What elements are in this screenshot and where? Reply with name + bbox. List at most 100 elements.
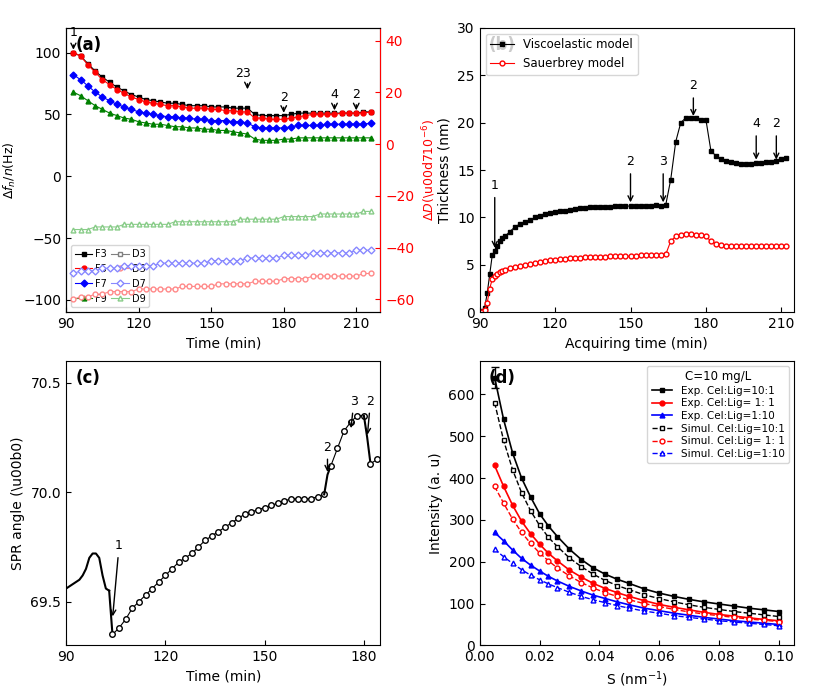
F5 (359, 109, 369, 117)
Simul. Cel:Lig=1:10 (589, 595, 599, 604)
Exp. Cel:Lig=10:1 (552, 532, 562, 541)
Exp. Cel:Lig=1:10 (774, 620, 784, 629)
Exp. Cel:Lig=1:10 (552, 577, 562, 585)
Simul. Cel:Lig=10:1 (600, 577, 610, 585)
Sauerbrey model (762, 242, 772, 250)
F9 (76, 92, 86, 100)
F3 (294, 109, 304, 117)
Simul. Cel:Lig=1:10 (699, 615, 709, 623)
F5 (250, 114, 260, 122)
F9 (177, 123, 187, 131)
F7 (177, 114, 187, 122)
F7 (308, 121, 318, 130)
Viscoelastic model (475, 308, 485, 316)
F5 (184, 104, 194, 112)
Sauerbrey model (706, 237, 716, 246)
Simul. Cel:Lig=10:1 (543, 533, 553, 541)
Sauerbrey model (681, 230, 691, 238)
F9 (300, 134, 310, 142)
F5 (199, 104, 209, 112)
Exp. Cel:Lig=10:1 (600, 570, 610, 579)
Simul. Cel:Lig=10:1 (774, 612, 784, 620)
Simul. Cel:Lig=10:1 (526, 507, 536, 515)
Simul. Cel:Lig= 1: 1: (0.017, 244): 1: (0.017, 244) (526, 539, 536, 548)
F5 (83, 60, 93, 69)
F3 (98, 73, 108, 81)
Simul. Cel:Lig=1:10 (600, 598, 610, 607)
F9 (221, 126, 231, 135)
Simul. Cel:Lig=1:10 (612, 602, 622, 610)
Exp. Cel:Lig= 1: 1: (0.09, 66): 1: (0.09, 66) (744, 613, 754, 622)
F7 (83, 82, 93, 90)
F3 (199, 101, 209, 110)
Simul. Cel:Lig=1:10 (759, 620, 769, 629)
Exp. Cel:Lig=1:10 (565, 582, 575, 591)
F7 (221, 117, 231, 125)
Simul. Cel:Lig=1:10 (552, 584, 562, 592)
F3 (83, 60, 93, 68)
F3 (329, 109, 339, 117)
Simul. Cel:Lig= 1: 1: (0.014, 270): 1: (0.014, 270) (517, 528, 527, 536)
Exp. Cel:Lig= 1: 1: (0.046, 126): 1: (0.046, 126) (612, 589, 622, 597)
Simul. Cel:Lig=1:10 (729, 618, 739, 626)
Y-axis label: $\Delta f_n/n$(Hz): $\Delta f_n/n$(Hz) (2, 141, 17, 199)
Exp. Cel:Lig=1:10 (729, 616, 739, 625)
F9 (344, 134, 354, 142)
F9 (199, 125, 209, 133)
F9 (83, 96, 93, 105)
Text: (b): (b) (489, 36, 516, 54)
Exp. Cel:Lig=1:10 (612, 598, 622, 606)
F7 (127, 105, 136, 114)
X-axis label: S (nm$^{-1}$): S (nm$^{-1}$) (606, 670, 667, 689)
Exp. Cel:Lig= 1: 1: (0.08, 74): 1: (0.08, 74) (715, 610, 724, 618)
Exp. Cel:Lig=1:10 (639, 604, 649, 612)
Viscoelastic model (495, 237, 504, 246)
F5 (141, 98, 151, 106)
Simul. Cel:Lig=10:1 (654, 594, 664, 602)
Text: 2: 2 (627, 155, 634, 201)
F9 (329, 134, 339, 142)
Exp. Cel:Lig=10:1 (490, 373, 500, 382)
F3 (242, 104, 252, 112)
F7 (235, 117, 245, 126)
Exp. Cel:Lig= 1: 1: (0.06, 98): 1: (0.06, 98) (654, 600, 664, 609)
Simul. Cel:Lig= 1: 1: (0.026, 185): 1: (0.026, 185) (552, 564, 562, 572)
Y-axis label: Thickness (nm): Thickness (nm) (437, 117, 452, 223)
Exp. Cel:Lig= 1: 1: (0.011, 335): 1: (0.011, 335) (508, 501, 518, 509)
F5 (271, 115, 281, 124)
F9 (250, 135, 260, 143)
F5 (300, 112, 310, 120)
F3 (337, 109, 347, 117)
Exp. Cel:Lig= 1: 1: (0.05, 117): 1: (0.05, 117) (624, 592, 634, 600)
Simul. Cel:Lig=10:1 (508, 466, 518, 474)
F5 (308, 110, 318, 119)
Simul. Cel:Lig= 1: 1: (0.005, 380): 1: (0.005, 380) (490, 482, 500, 491)
Simul. Cel:Lig=10:1 (589, 570, 599, 579)
F3 (163, 99, 173, 108)
Simul. Cel:Lig=1:10 (543, 579, 553, 588)
F5 (323, 110, 332, 119)
F7 (323, 120, 332, 128)
F9 (286, 135, 296, 143)
Exp. Cel:Lig=1:10 (490, 528, 500, 536)
Text: 1: 1 (111, 539, 123, 615)
Y-axis label: SPR angle (\u00b0): SPR angle (\u00b0) (11, 437, 25, 570)
F9 (134, 117, 144, 126)
Simul. Cel:Lig= 1: 1: (0.023, 202): 1: (0.023, 202) (543, 557, 553, 565)
F7 (141, 109, 151, 117)
F5 (257, 114, 267, 122)
Exp. Cel:Lig=1:10 (654, 607, 664, 615)
F7 (163, 112, 173, 121)
Simul. Cel:Lig=10:1 (639, 591, 649, 599)
Exp. Cel:Lig=1:10 (699, 613, 709, 622)
Legend: Exp. Cel:Lig=10:1, Exp. Cel:Lig= 1: 1, Exp. Cel:Lig=1:10, Simul. Cel:Lig=10:1, S: Exp. Cel:Lig=10:1, Exp. Cel:Lig= 1: 1, E… (648, 366, 789, 463)
Simul. Cel:Lig=1:10 (715, 616, 724, 625)
F5 (148, 99, 158, 108)
X-axis label: Time (min): Time (min) (185, 670, 261, 684)
F3 (235, 104, 245, 112)
F7 (228, 117, 238, 126)
Text: 2: 2 (323, 441, 332, 471)
Simul. Cel:Lig=1:10 (565, 588, 575, 596)
Simul. Cel:Lig=10:1 (759, 611, 769, 619)
F7 (257, 124, 267, 132)
